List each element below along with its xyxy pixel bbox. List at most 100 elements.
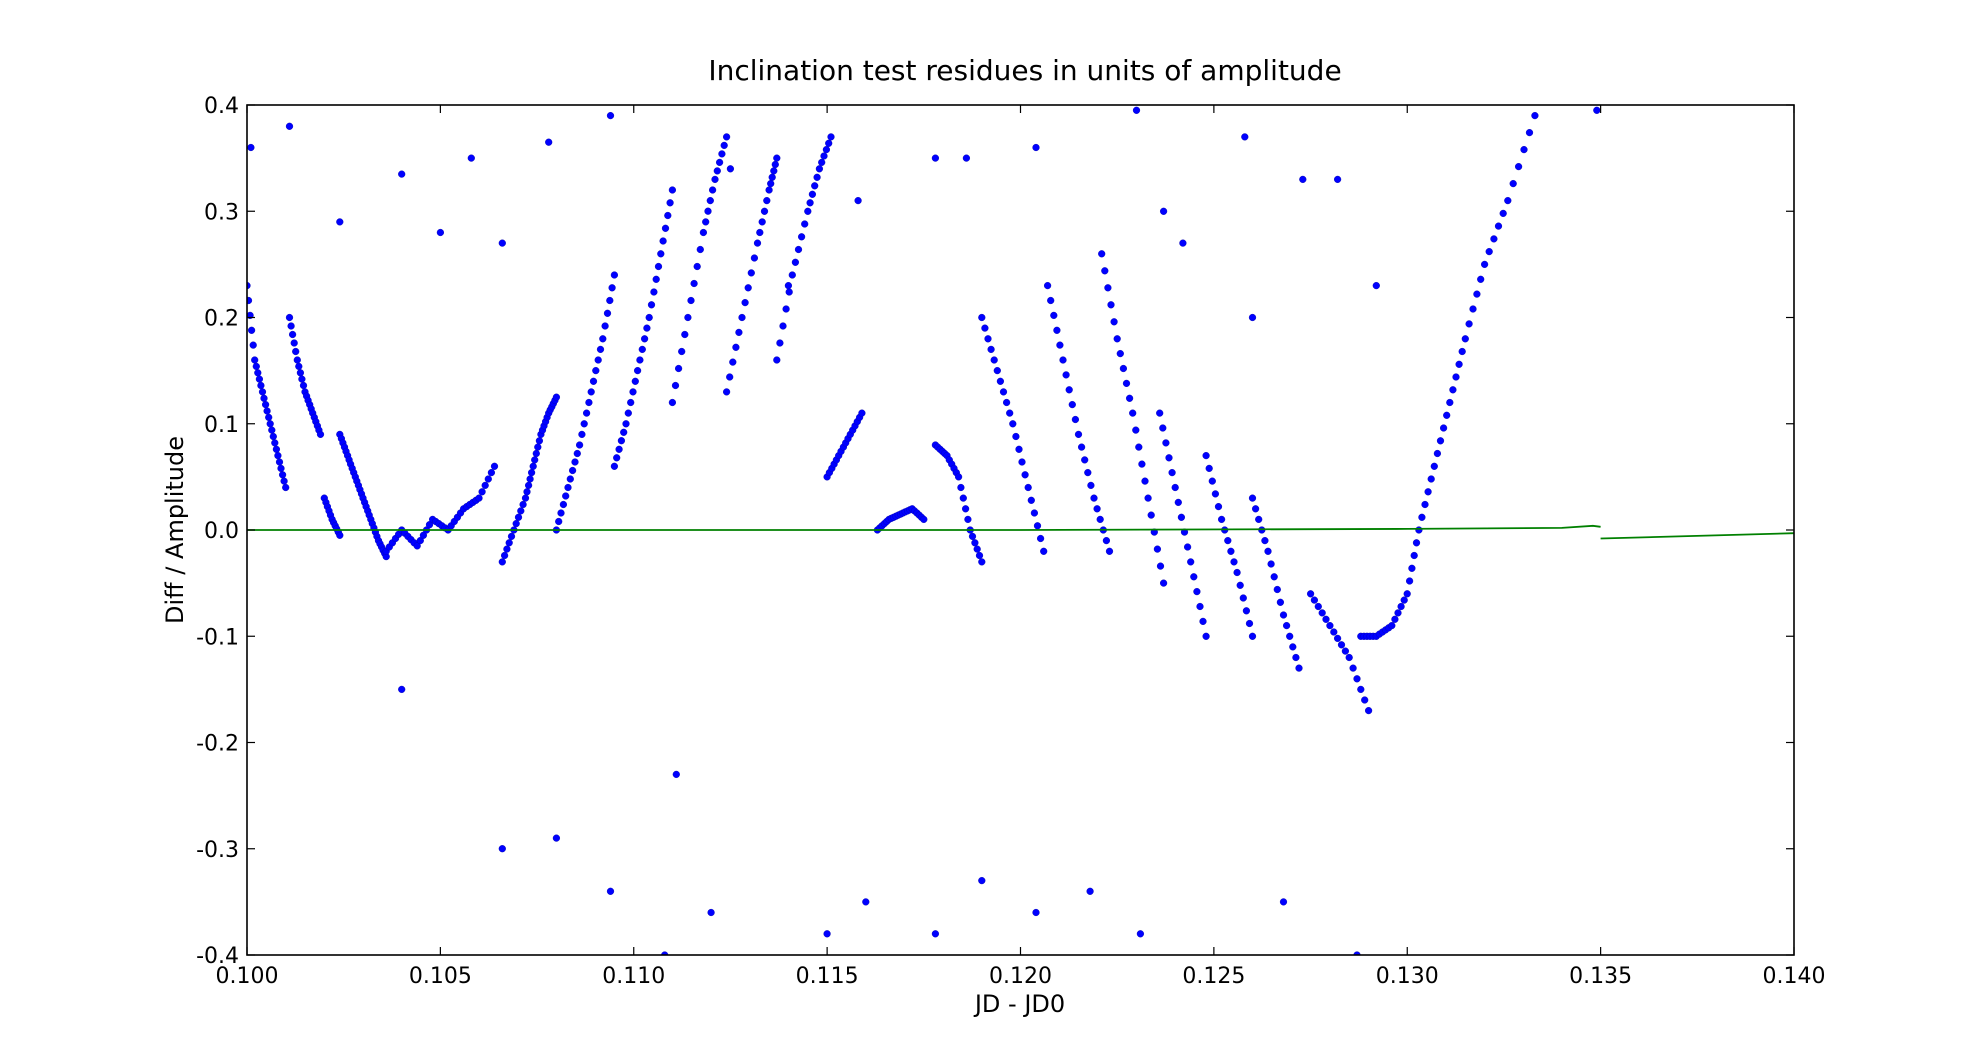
data-point <box>1245 619 1254 628</box>
data-point <box>1018 458 1026 466</box>
data-point <box>981 324 989 332</box>
data-point <box>1391 615 1399 623</box>
data-point <box>1033 522 1042 530</box>
data-point <box>631 377 639 385</box>
data-point <box>735 328 743 337</box>
data-point <box>1071 415 1080 424</box>
data-point <box>1132 426 1140 434</box>
data-point <box>1224 536 1232 545</box>
data-point <box>1230 558 1238 566</box>
data-point <box>1205 464 1213 473</box>
data-point <box>582 409 591 417</box>
data-point <box>1068 401 1076 409</box>
data-point <box>498 558 506 566</box>
data-point <box>594 356 602 364</box>
data-point <box>606 887 615 895</box>
data-point <box>1469 305 1477 313</box>
data-point <box>822 146 831 154</box>
data-point <box>671 381 680 390</box>
data-point <box>647 301 656 309</box>
x-axis: 0.100 0.105 0.110 0.115 0.120 0.125 0.130 0.135… <box>216 105 1826 989</box>
data-point <box>285 313 294 322</box>
data-point <box>620 428 628 436</box>
data-point <box>1248 632 1257 640</box>
data-point <box>1364 706 1373 715</box>
data-point <box>490 462 499 470</box>
data-point <box>1032 143 1040 152</box>
data-point <box>1030 509 1039 517</box>
data-point <box>1093 505 1101 513</box>
data-point <box>1208 477 1216 485</box>
data-point <box>274 452 282 460</box>
data-point <box>316 430 325 439</box>
data-point <box>298 375 306 383</box>
data-point <box>1248 313 1257 322</box>
data-point <box>1002 398 1011 407</box>
x-tick-label: 0.105 <box>409 964 472 989</box>
data-point <box>258 388 267 396</box>
data-point <box>1353 675 1361 683</box>
x-tick-label: 0.130 <box>1376 964 1439 989</box>
data-point <box>1424 488 1432 496</box>
data-point <box>1443 411 1451 419</box>
y-tick-label: 0.2 <box>204 307 239 332</box>
data-point <box>978 558 986 566</box>
data-point <box>711 175 719 184</box>
data-point <box>1087 481 1095 490</box>
data-point <box>534 443 542 451</box>
data-point <box>1077 443 1086 451</box>
data-point <box>978 313 986 322</box>
data-point <box>959 494 967 502</box>
data-point <box>704 207 712 215</box>
data-point <box>1136 930 1145 938</box>
data-point <box>1255 515 1263 524</box>
data-point <box>501 551 509 560</box>
data-point <box>1433 449 1442 458</box>
x-tick-label: 0.140 <box>1763 964 1826 989</box>
data-point <box>1050 311 1058 320</box>
data-point <box>1043 282 1052 290</box>
data-point <box>603 309 612 317</box>
data-point <box>770 167 778 175</box>
data-point <box>990 356 998 364</box>
data-point <box>1165 454 1173 462</box>
data-point <box>962 154 971 162</box>
data-point <box>282 483 290 492</box>
data-point <box>272 445 281 453</box>
data-point <box>615 445 623 453</box>
data-point <box>1086 887 1094 895</box>
data-point <box>1141 477 1149 485</box>
data-point <box>771 160 779 169</box>
data-point <box>1202 452 1210 460</box>
data-point <box>398 170 406 178</box>
data-point <box>782 305 790 313</box>
data-point <box>1509 180 1517 188</box>
data-point <box>693 262 701 271</box>
data-point <box>760 207 769 215</box>
data-point <box>1156 409 1164 417</box>
data-point <box>1494 222 1503 230</box>
data-point <box>1388 621 1396 630</box>
data-point <box>664 211 672 220</box>
data-point <box>287 322 295 330</box>
data-point <box>920 515 928 524</box>
data-point <box>654 262 663 271</box>
data-point <box>467 154 475 162</box>
data-point <box>975 551 984 560</box>
data-point <box>773 154 781 162</box>
data-point <box>858 409 866 417</box>
data-point <box>1090 494 1098 502</box>
data-point <box>1485 248 1493 256</box>
data-point <box>813 173 821 181</box>
data-point <box>1211 490 1220 498</box>
data-point <box>1159 424 1167 432</box>
data-point <box>419 531 428 539</box>
data-point <box>545 138 553 146</box>
data-point <box>643 324 651 332</box>
data-point <box>1040 547 1048 555</box>
data-point <box>552 393 561 401</box>
data-point <box>1190 573 1198 581</box>
data-point <box>1465 320 1473 328</box>
y-axis-label: Diff / Amplitude <box>161 436 189 624</box>
